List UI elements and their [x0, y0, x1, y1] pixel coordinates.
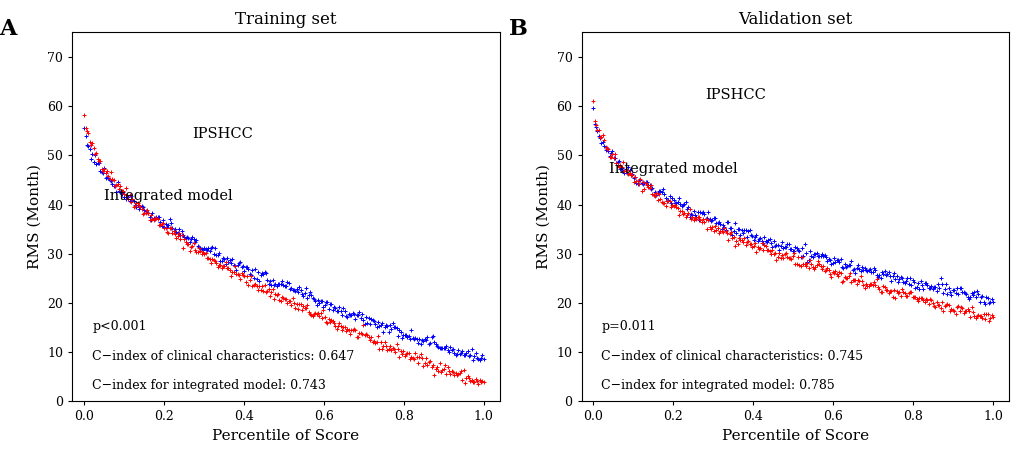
- Text: A: A: [0, 18, 17, 39]
- X-axis label: Percentile of Score: Percentile of Score: [720, 429, 868, 443]
- Text: IPSHCC: IPSHCC: [192, 127, 253, 141]
- Y-axis label: RMS (Month): RMS (Month): [28, 164, 42, 269]
- Text: p<0.001: p<0.001: [92, 320, 147, 333]
- Text: p=0.011: p=0.011: [601, 320, 655, 333]
- Text: Integrated model: Integrated model: [609, 162, 738, 176]
- Text: Integrated model: Integrated model: [104, 189, 232, 202]
- Title: Training set: Training set: [235, 11, 336, 28]
- Text: C−index for integrated model: 0.743: C−index for integrated model: 0.743: [92, 379, 326, 392]
- Text: C−index of clinical characteristics: 0.745: C−index of clinical characteristics: 0.7…: [601, 350, 863, 362]
- Y-axis label: RMS (Month): RMS (Month): [536, 164, 550, 269]
- X-axis label: Percentile of Score: Percentile of Score: [212, 429, 359, 443]
- Title: Validation set: Validation set: [738, 11, 852, 28]
- Text: IPSHCC: IPSHCC: [704, 88, 765, 102]
- Text: C−index of clinical characteristics: 0.647: C−index of clinical characteristics: 0.6…: [92, 350, 354, 362]
- Text: C−index for integrated model: 0.785: C−index for integrated model: 0.785: [601, 379, 835, 392]
- Text: B: B: [508, 18, 527, 39]
